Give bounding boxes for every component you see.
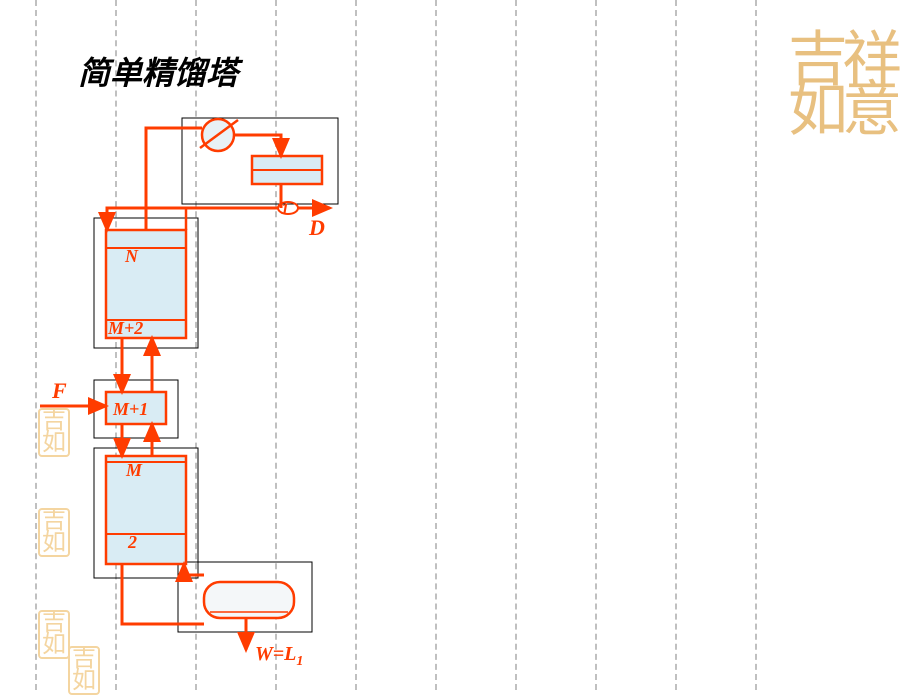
label: M+2 [108, 318, 143, 339]
label: F [52, 378, 67, 404]
label: W=L1 [255, 643, 303, 670]
label: M+1 [113, 399, 148, 420]
label: 1 [281, 201, 289, 219]
label: D [309, 215, 325, 241]
label: M [126, 460, 142, 481]
label: 2 [128, 532, 137, 553]
distillation-diagram [0, 0, 920, 690]
equipment [106, 119, 322, 618]
label: N [125, 246, 138, 267]
